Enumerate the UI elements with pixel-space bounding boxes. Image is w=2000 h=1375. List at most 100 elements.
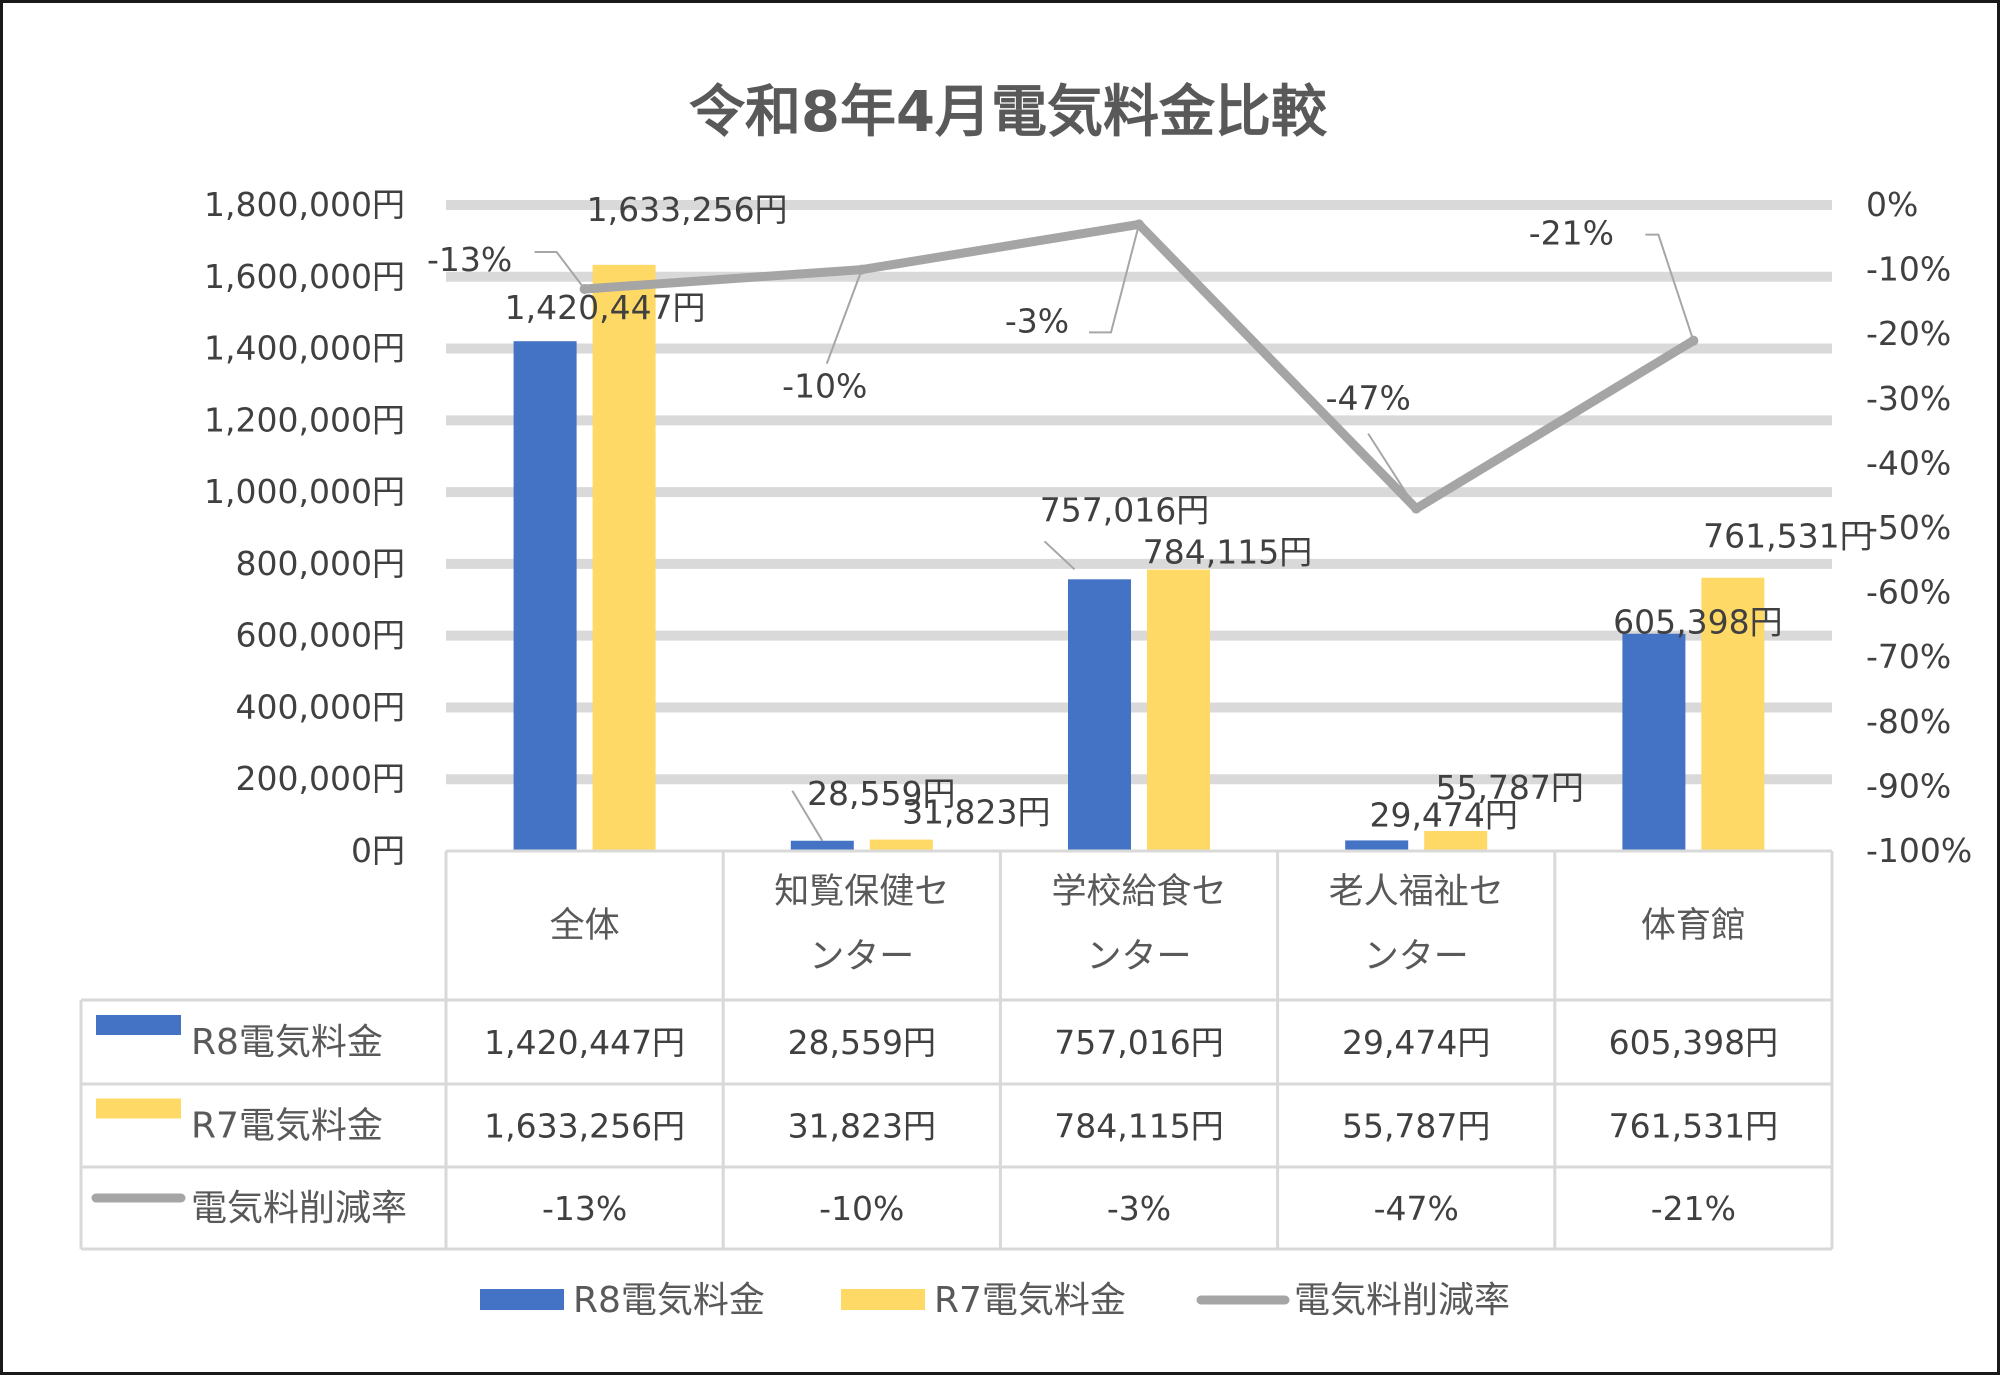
- y-left-tick-label: 1,400,000円: [204, 329, 405, 368]
- category-label: 知覧保健センター: [774, 872, 949, 977]
- label-leader-line: [791, 790, 824, 842]
- table-cell: 761,531円: [1609, 1107, 1778, 1146]
- table-cell: 28,559円: [788, 1023, 936, 1062]
- category-label-line: ンター: [1364, 937, 1469, 977]
- y-right-tick-label: -20%: [1866, 314, 1951, 353]
- table-cell: 1,420,447円: [484, 1023, 685, 1062]
- table-cell: -21%: [1651, 1189, 1736, 1228]
- data-label-r8: 1,420,447円: [505, 288, 706, 327]
- y-right-tick-label: -30%: [1866, 379, 1951, 418]
- bar-r8: [790, 840, 854, 851]
- table-cell: 55,787円: [1342, 1107, 1490, 1146]
- y-right-tick-label: -100%: [1866, 831, 1972, 870]
- category-label: 老人福祉センター: [1329, 872, 1504, 977]
- data-label-r8: 605,398円: [1613, 603, 1782, 642]
- y-right-tick-label: 0%: [1866, 185, 1918, 224]
- bar-r7: [1424, 830, 1488, 851]
- y-axis-left: 0円 200,000円 400,000円 600,000円 800,000円 1,000,…: [204, 185, 405, 870]
- category-label-line: 老人福祉セ: [1329, 872, 1504, 912]
- legend-label: R7電気料金: [934, 1280, 1126, 1321]
- data-label-r8: 757,016円: [1040, 490, 1209, 529]
- y-left-tick-label: 400,000円: [236, 687, 405, 726]
- label-leader-line: [1645, 233, 1695, 341]
- table-cell: -10%: [819, 1189, 904, 1228]
- data-label-r8: 29,474円: [1369, 795, 1517, 834]
- data-label-r8: 28,559円: [807, 774, 955, 813]
- legend-label: R8電気料金: [573, 1280, 765, 1321]
- bar-r8: [513, 341, 577, 851]
- table-cell: 757,016円: [1054, 1023, 1223, 1062]
- table-cell: 784,115円: [1054, 1107, 1223, 1146]
- y-left-tick-label: 200,000円: [236, 759, 405, 798]
- data-label-r7: 55,787円: [1435, 768, 1583, 807]
- y-right-tick-label: -50%: [1866, 508, 1951, 547]
- y-left-tick-label: 1,200,000円: [204, 400, 405, 439]
- category-label: 体育館: [1641, 906, 1746, 946]
- label-leader-line: [1089, 224, 1140, 334]
- chart-svg: 令和8年4月電気料金比較 0円 200,000円 400,000円 600,000円 8…: [79, 80, 1972, 1321]
- table-cell: -47%: [1374, 1189, 1459, 1228]
- y-left-tick-label: 800,000円: [236, 544, 405, 583]
- y-right-tick-label: -70%: [1866, 637, 1951, 676]
- bar-r7: [1701, 577, 1765, 851]
- y-left-tick-label: 1,000,000円: [204, 472, 405, 511]
- table-cell: -13%: [542, 1189, 627, 1228]
- legend-key-0: [480, 1289, 564, 1310]
- label-leader-line: [534, 250, 586, 290]
- chart-title: 令和8年4月電気料金比較: [689, 80, 1328, 145]
- y-axis-right: 0% -10% -20% -30% -40% -50% -60% -70% -80% -90% -1…: [1866, 185, 1972, 870]
- category-label-line: ンター: [1086, 937, 1191, 977]
- gridlines: [446, 200, 1832, 785]
- table-cell: 1,633,256円: [484, 1107, 685, 1146]
- line-reduction-rate: [580, 219, 1698, 514]
- data-label-rate: -13%: [427, 240, 512, 279]
- line-series: [579, 219, 1699, 514]
- data-label-r7: 1,633,256円: [587, 190, 788, 229]
- table-row-label: R7電気料金: [191, 1106, 383, 1147]
- y-right-tick-label: -40%: [1866, 443, 1951, 482]
- table-row-label: R8電気料金: [191, 1022, 383, 1063]
- y-right-tick-label: -90%: [1866, 766, 1951, 805]
- bar-r8: [1622, 633, 1686, 851]
- bar-series: [513, 264, 1765, 852]
- y-left-tick-label: 0円: [351, 831, 405, 870]
- y-right-tick-label: -60%: [1866, 573, 1951, 612]
- data-label-rate: -21%: [1529, 214, 1614, 253]
- table-cell: 29,474円: [1342, 1023, 1490, 1062]
- table-row-label: 電気料削減率: [191, 1188, 407, 1229]
- y-left-tick-label: 600,000円: [236, 616, 405, 655]
- bar-r7: [869, 839, 933, 851]
- legend: R8電気料金 R7電気料金 電気料削減率: [480, 1280, 1510, 1321]
- y-left-tick-label: 1,600,000円: [204, 257, 405, 296]
- table-legend-key-1: [96, 1098, 181, 1119]
- table-cell: -3%: [1107, 1189, 1171, 1228]
- data-label-rate: -10%: [782, 367, 867, 406]
- table-legend-key-0: [96, 1015, 181, 1035]
- data-label-r7: 784,115円: [1143, 533, 1312, 572]
- category-label-line: ンター: [809, 937, 914, 977]
- category-label-line: 知覧保健セ: [774, 872, 949, 912]
- y-right-tick-label: -10%: [1866, 250, 1951, 289]
- legend-key-1: [841, 1289, 925, 1310]
- bar-r8: [1345, 840, 1409, 851]
- legend-label: 電気料削減率: [1294, 1280, 1510, 1321]
- label-leader-line: [825, 269, 863, 364]
- label-leader-line: [1367, 433, 1418, 510]
- data-label-rate: -47%: [1326, 379, 1411, 418]
- bar-r7: [1147, 569, 1210, 851]
- bar-r7: [592, 264, 656, 852]
- table-cell: 605,398円: [1609, 1023, 1778, 1062]
- label-leader-line: [1043, 540, 1076, 571]
- category-label: 学校給食センター: [1051, 872, 1226, 977]
- data-label-rate: -3%: [1005, 301, 1069, 340]
- category-label-line: 学校給食セ: [1051, 872, 1226, 912]
- bar-r8: [1068, 579, 1131, 851]
- category-label: 全体: [550, 906, 620, 946]
- data-label-r7: 31,823円: [902, 793, 1050, 832]
- y-right-tick-label: -80%: [1866, 702, 1951, 741]
- y-left-tick-label: 1,800,000円: [204, 185, 405, 224]
- table-cell: 31,823円: [788, 1107, 936, 1146]
